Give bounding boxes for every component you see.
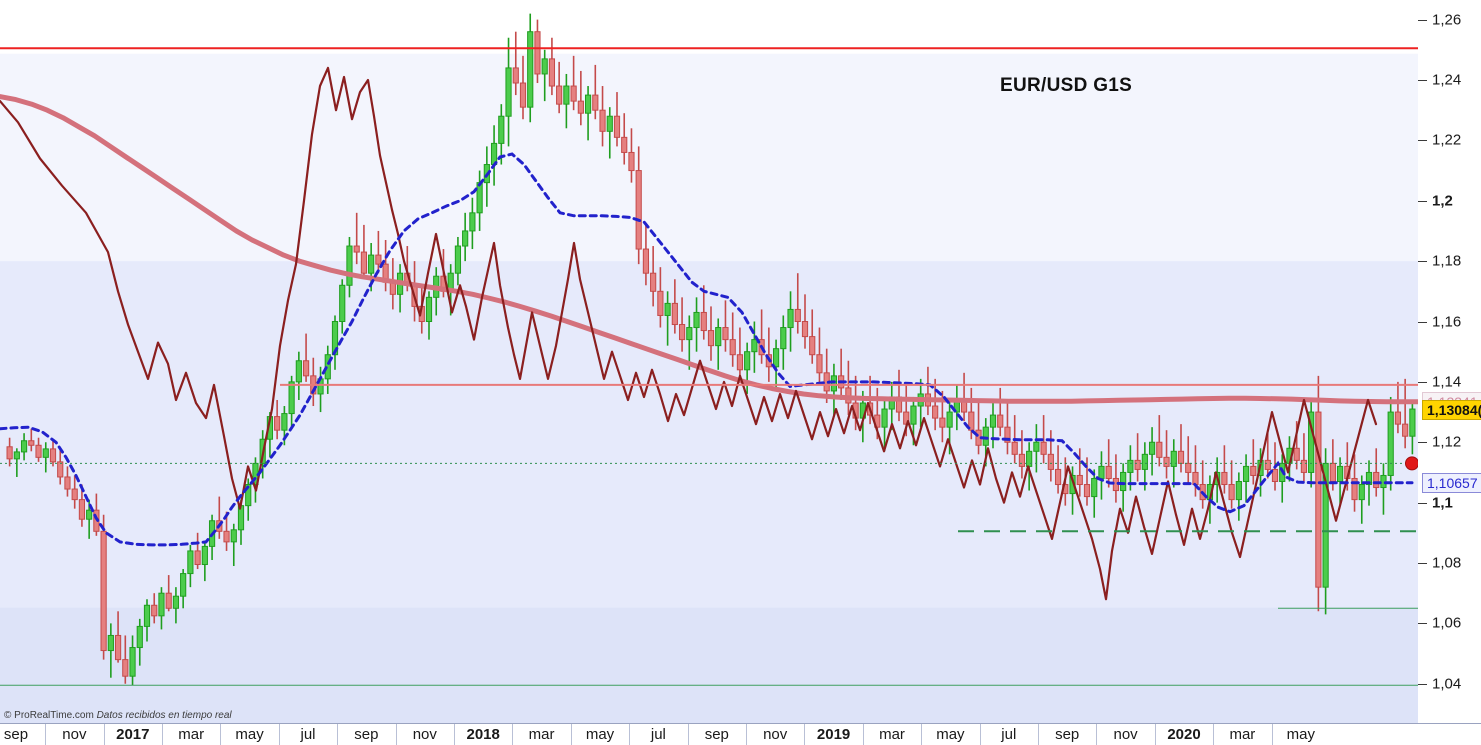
x-tick-mark (454, 724, 455, 745)
plot-background-upper (0, 0, 1418, 54)
x-tick-label: mar (1229, 726, 1256, 743)
x-tick-mark (512, 724, 514, 745)
x-tick-mark (162, 724, 163, 745)
oscillator-line (0, 66, 1378, 601)
x-tick-label: may (936, 726, 965, 743)
y-tick-label: 1,24 (1432, 71, 1462, 89)
x-tick-label: 2020 (1167, 726, 1201, 743)
x-tick-label: mar (879, 726, 905, 743)
x-tick-mark (921, 724, 923, 745)
x-tick-label: nov (62, 726, 87, 743)
x-tick-label: sep (3, 726, 29, 743)
x-tick-label: may (235, 726, 264, 743)
moving-average-line (0, 94, 1418, 405)
x-tick-label: 2017 (116, 726, 150, 743)
y-tick-mark (1418, 321, 1427, 323)
x-tick-mark (278, 724, 280, 745)
x-tick-mark (1154, 724, 1156, 745)
y-tick-label: 1,16 (1432, 313, 1462, 330)
x-tick-mark (220, 724, 222, 745)
x-tick-label: may (1286, 726, 1315, 743)
x-tick-label: sep (1055, 726, 1080, 743)
x-tick-label: jul (300, 726, 316, 743)
parabolic-sar-line (0, 152, 1414, 547)
chart-plot-area[interactable] (0, 0, 1418, 723)
y-tick-mark (1418, 502, 1427, 504)
y-tick-mark (1418, 140, 1427, 142)
x-tick-mark (687, 724, 689, 745)
x-tick-mark (45, 724, 47, 745)
x-tick-mark (862, 724, 864, 745)
x-tick-mark (746, 724, 747, 745)
y-tick-mark (1418, 79, 1427, 81)
page-title: EUR/USD G1S (1000, 75, 1133, 96)
x-tick-label: 2019 (816, 726, 851, 743)
attribution: © ProRealTime.com Datos recibidos en tie… (4, 710, 232, 721)
x-tick-label: mar (178, 726, 205, 743)
y-tick-label: 1,18 (1432, 252, 1462, 270)
x-tick-label: nov (763, 726, 788, 743)
x-tick-label: may (585, 726, 615, 743)
y-tick-mark (1418, 563, 1427, 564)
x-tick-mark (395, 724, 397, 745)
y-tick-label: 1,2 (1432, 192, 1453, 210)
y-tick-mark (1418, 200, 1427, 202)
attribution-copyright: © ProRealTime.com (4, 710, 94, 721)
y-tick-mark (1418, 623, 1427, 625)
y-tick-label: 1,12 (1432, 433, 1462, 451)
x-tick-mark (629, 724, 631, 745)
y-tick-mark (1418, 683, 1427, 685)
x-tick-mark (570, 724, 572, 745)
y-tick-mark (1418, 381, 1427, 383)
plot-background-bottom (0, 607, 1418, 723)
chart-svg (0, 0, 1419, 723)
x-tick-label: jul (650, 726, 666, 743)
x-tick-mark (1213, 724, 1215, 745)
x-tick-label: 2018 (466, 726, 500, 743)
y-tick-label: 1,14 (1432, 373, 1462, 391)
x-tick-label: sep (354, 726, 379, 743)
y-tick-label: 1,08 (1432, 554, 1462, 572)
x-tick-mark (1271, 724, 1273, 745)
y-tick-label: 1,1 (1432, 494, 1453, 512)
y-tick-label: 1,26 (1432, 11, 1462, 29)
x-tick-mark (103, 724, 105, 745)
x-tick-label: mar (528, 726, 555, 743)
y-tick-mark (1418, 261, 1427, 263)
sar-price-label[interactable]: 1,10657 (1422, 472, 1481, 493)
y-tick-mark (1418, 442, 1427, 444)
x-tick-mark (1038, 724, 1039, 745)
attribution-note: Datos recibidos en tiempo real (96, 710, 232, 721)
last-price-dot[interactable] (1405, 456, 1419, 471)
x-tick-label: nov (412, 726, 437, 743)
y-tick-label: 1,22 (1432, 131, 1462, 149)
x-tick-mark (979, 724, 981, 745)
y-tick-label: 1,04 (1432, 675, 1462, 693)
y-tick-mark (1418, 19, 1427, 21)
last-price-label[interactable]: 1,13084(s) (1422, 399, 1481, 420)
x-tick-mark (1096, 724, 1098, 745)
x-tick-label: jul (1001, 726, 1017, 743)
x-tick-label: nov (1113, 726, 1138, 743)
x-tick-mark (804, 724, 806, 745)
y-axis[interactable]: 1,26 1,24 1,22 1,2 1,18 1,16 1,14 1,12 1,1 1,08 1,… (1418, 0, 1481, 723)
y-tick-label: 1,06 (1432, 614, 1462, 632)
x-tick-mark (337, 724, 339, 745)
x-axis[interactable]: sep nov 2017 mar may jul sep nov 2018 mar may jul se… (0, 723, 1481, 745)
x-tick-label: sep (704, 726, 729, 743)
